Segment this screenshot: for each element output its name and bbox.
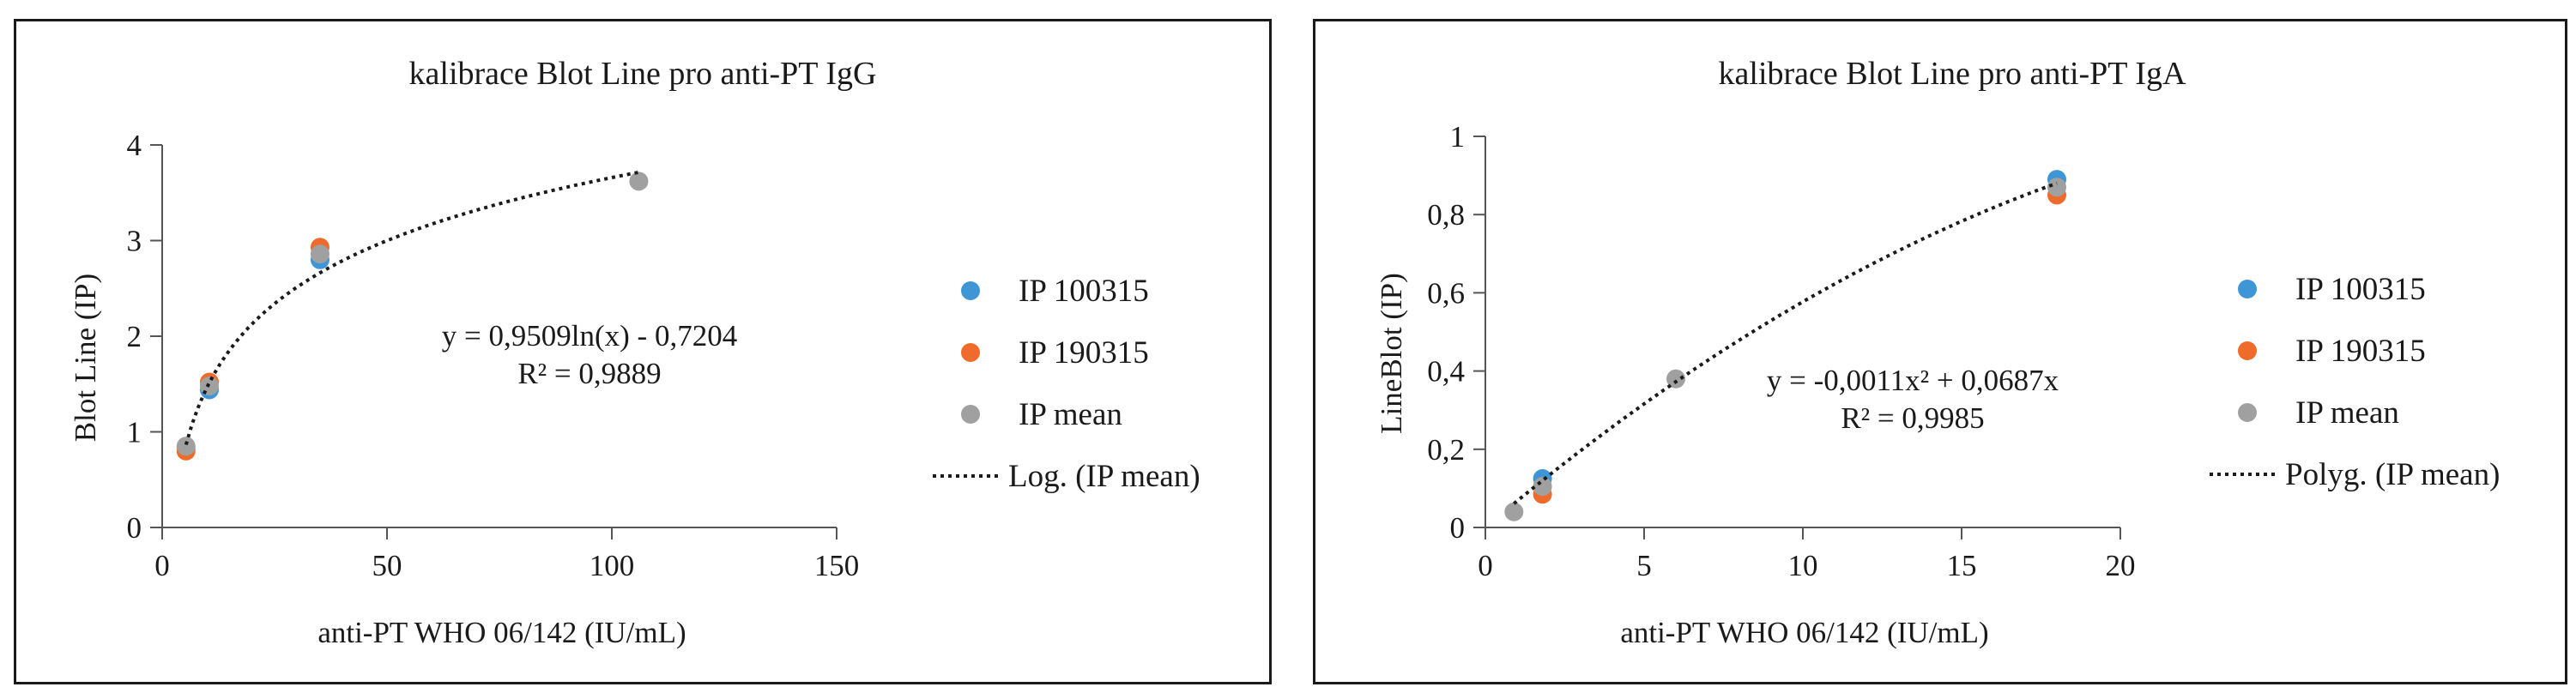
r-squared-label: R² = 0,9985 <box>1841 401 1984 435</box>
legend-marker <box>961 281 980 300</box>
y-tick-label: 0,6 <box>1427 276 1465 310</box>
chart-igg: kalibrace Blot Line pro anti-PT IgG anti… <box>69 56 1200 649</box>
legend-label: IP 190315 <box>2295 334 2426 369</box>
trendline <box>184 170 639 446</box>
x-tick-label: 15 <box>1947 549 1977 582</box>
x-tick-label: 0 <box>154 549 170 582</box>
legend-label: IP 190315 <box>1019 335 1149 371</box>
legend-label: IP mean <box>2295 395 2399 431</box>
chart-title: kalibrace Blot Line pro anti-PT IgG <box>409 56 877 92</box>
x-axis-label: anti-PT WHO 06/142 (IU/mL) <box>317 616 686 649</box>
legend-label: IP mean <box>1019 397 1122 432</box>
r-squared-label: R² = 0,9889 <box>517 357 661 390</box>
y-tick-label: 1 <box>1450 120 1466 154</box>
x-tick-label: 50 <box>372 549 402 582</box>
x-tick-label: 0 <box>1478 549 1493 582</box>
y-tick-label: 0 <box>1450 511 1466 545</box>
legend-label: IP 100315 <box>1019 274 1149 309</box>
y-tick-label: 0,2 <box>1427 433 1465 467</box>
y-tick-label: 1 <box>127 416 142 449</box>
trendline <box>1513 181 2058 505</box>
x-tick-label: 10 <box>1788 549 1818 582</box>
chart-panel-igg: kalibrace Blot Line pro anti-PT IgG anti… <box>14 19 1272 684</box>
y-tick-label: 0,4 <box>1427 355 1465 389</box>
y-axis-label: LineBlot (IP) <box>1375 273 1408 434</box>
data-point <box>1666 369 1685 389</box>
y-tick-label: 4 <box>127 129 142 162</box>
data-point <box>629 172 649 191</box>
legend-marker <box>2238 341 2257 360</box>
x-axis-label: anti-PT WHO 06/142 (IU/mL) <box>1620 616 1988 649</box>
y-tick-label: 3 <box>127 225 142 258</box>
data-point <box>1504 502 1524 521</box>
legend-label: Log. (IP mean) <box>1008 459 1200 494</box>
data-point <box>1533 477 1552 497</box>
x-tick-label: 150 <box>814 549 860 582</box>
equation-label: y = -0,0011x² + 0,0687x <box>1767 364 2059 397</box>
data-point <box>310 244 330 264</box>
chart-title: kalibrace Blot Line pro anti-PT IgA <box>1719 56 2186 92</box>
legend-marker <box>2238 280 2257 298</box>
equation-label: y = 0,9509ln(x) - 0,7204 <box>442 319 737 353</box>
legend-marker <box>961 405 980 424</box>
y-tick-label: 0 <box>127 511 142 545</box>
x-tick-label: 5 <box>1636 549 1652 582</box>
y-tick-label: 2 <box>127 320 142 353</box>
x-tick-label: 20 <box>2106 549 2136 582</box>
x-tick-label: 100 <box>590 549 635 582</box>
chart-panel-iga: kalibrace Blot Line pro anti-PT IgA anti… <box>1313 19 2567 684</box>
legend-label: Polyg. (IP mean) <box>2285 457 2500 492</box>
legend-marker <box>961 343 980 362</box>
chart-iga: kalibrace Blot Line pro anti-PT IgA anti… <box>1375 56 2500 649</box>
y-axis-label: Blot Line (IP) <box>69 274 102 442</box>
legend-marker <box>2238 403 2257 422</box>
y-tick-label: 0,8 <box>1427 198 1465 232</box>
legend-label: IP 100315 <box>2295 272 2426 307</box>
data-point <box>176 437 196 456</box>
data-point <box>2047 178 2066 197</box>
